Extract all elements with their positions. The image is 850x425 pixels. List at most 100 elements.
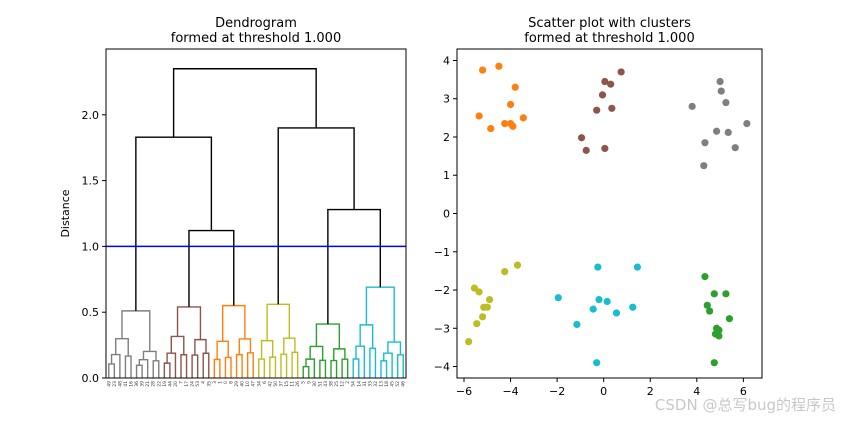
dendrogram-link-green [309,345,324,361]
dendrogram-link-green [319,359,327,378]
dendrogram-leaf-label: 41 [123,381,129,387]
watermark: CSDN @总写bug的程序员 [654,396,836,414]
dendrogram-leaf-label: 32 [373,381,379,387]
dendrogram-leaf-label: 39 [140,381,146,387]
dendrogram-leaf-label: 1 [217,381,223,384]
dendrogram-link-cyan [352,358,360,378]
dendrogram-link-cyan [355,345,366,378]
dendrogram-leaf-label: 53 [195,381,201,387]
scatter-point [509,122,517,130]
dendrogram-leaf-label: 52 [395,381,401,387]
dendrogram-link-orange [221,304,246,342]
scatter-point [731,144,739,152]
dendrogram-leaf-label: 34 [256,381,262,387]
dendrogram-leaf-label: 5 [301,381,307,384]
dendrogram-link-cyan [359,324,374,349]
dendrogram-leaf-label: 33 [367,381,373,387]
dendrogram-leaf-label: 13 [379,381,385,387]
dendrogram-leaf-label: 43 [323,381,329,387]
scatter-point [715,332,723,340]
dendrogram-leaf-label: 8 [229,381,235,384]
scatter-point [479,313,487,321]
scatter-y-tick-label: 0 [443,208,450,221]
dendrogram-leaf-label: 20 [173,381,179,387]
dendrogram-title-line-1: Dendrogram [215,16,297,31]
dendrogram-leaf-label: 48 [117,381,123,387]
scatter-point [465,338,473,346]
scatter-point [724,128,732,136]
dendrogram-leaf-label: 23 [112,381,118,387]
dendrogram-leaf-label: 49 [106,381,112,387]
scatter-point [483,303,491,311]
dendrogram-link-brown [176,306,202,340]
dendrogram-link-olive [280,353,288,378]
scatter-point [703,301,711,309]
dendrogram-leaf-label: 42 [267,381,273,387]
dendrogram-leaf-label: 16 [129,381,135,387]
scatter-point [710,290,718,298]
dendrogram-link-green [302,366,310,378]
scatter-x-tick-label: 2 [647,385,654,398]
scatter-point [722,98,730,107]
scatter-point [688,102,696,110]
dendrogram-leaf-label: 4 [201,381,207,384]
dendrogram-leaf-label: 10 [245,381,251,387]
scatter-y-tick-label: 1 [443,169,450,182]
dendrogram-leaf-label: 54 [351,381,357,387]
dendrogram-leaf-label: 30 [312,381,318,387]
dendrogram-link-brown [163,362,171,378]
dendrogram-leaf-label: 36 [134,381,140,387]
dendrogram-link-green [305,358,316,378]
dendrogram-leaf-label: 15 [284,381,290,387]
scatter-point [479,66,487,74]
dendrogram-link-gray [108,363,116,378]
dendrogram-y-tick-label: 1.0 [82,240,100,253]
scatter-point [701,139,709,147]
scatter-point [594,263,602,271]
scatter-point [519,114,527,122]
scatter-x-tick-label: −2 [549,385,565,398]
dendrogram-link-gray [110,353,121,378]
scatter-y-tick-label: −2 [434,284,450,297]
scatter-y-tick-label: 3 [443,93,450,106]
scatter-y-tick-label: −3 [434,322,450,335]
scatter-point [700,162,708,170]
dendrogram-link-gray [115,338,129,357]
scatter-point [473,320,481,328]
dendrogram-leaf-label: 47 [251,381,257,387]
dendrogram-leaf-label: 21 [145,381,151,387]
dendrogram-leaf-label: 25 [334,381,340,387]
dendrogram-link-cyan [387,341,402,355]
dendrogram-link-green [341,358,349,378]
dendrogram-link-olive [291,351,299,378]
dendrogram-link-brown [202,352,210,378]
dendrogram-link-olive [258,358,266,378]
scatter-point [598,91,607,99]
dendrogram-leaf-label: 24 [190,381,196,387]
dendrogram-leaf-label: 18 [384,381,390,387]
scatter-point [593,106,601,114]
scatter-point [725,315,734,323]
dendrogram-leaf-label: 14 [356,381,362,387]
scatter-point [629,303,637,311]
dendrogram-y-tick-label: 2.0 [82,109,100,122]
dendrogram-leaf-label: 17 [184,381,190,387]
dendrogram-link-cyan [396,354,404,378]
scatter-point [603,297,611,306]
dendrogram-leaf-label: 0 [223,381,229,384]
dendrogram-link-cyan [365,286,395,343]
dendrogram-link-olive [260,339,274,360]
dendrogram-y-tick-label: 1.5 [82,175,100,188]
dendrogram-leaf-label: 9 [306,381,312,384]
dendrogram-link-above-threshold [188,229,235,307]
scatter-point [485,295,494,304]
dendrogram-leaf-label: 40 [240,381,246,387]
dendrogram-link-orange [246,352,254,378]
dendrogram-leaf-label: 28 [151,381,157,387]
dendrogram-link-orange [235,353,243,378]
scatter-point [554,294,562,302]
dendrogram-link-green [315,323,341,349]
dendrogram-link-brown [191,354,199,378]
